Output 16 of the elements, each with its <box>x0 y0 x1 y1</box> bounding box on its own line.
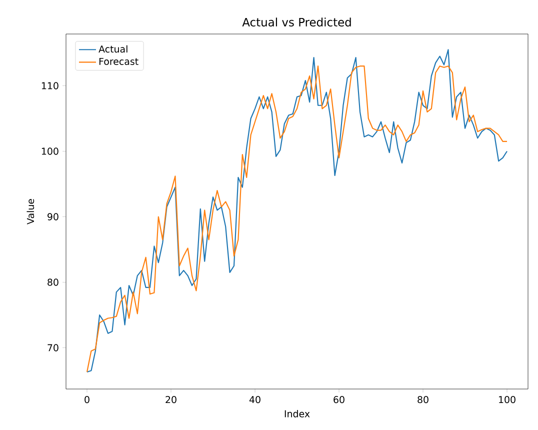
legend-label: Actual <box>98 45 128 53</box>
x-tick-label: 100 <box>499 396 516 404</box>
x-axis-title: Index <box>284 410 310 418</box>
x-tick-label: 40 <box>249 396 260 404</box>
y-axis-title: Value <box>26 198 34 224</box>
y-tick-label: 80 <box>48 278 58 286</box>
y-tick-label: 100 <box>42 148 58 155</box>
y-tick-label: 90 <box>48 213 58 220</box>
x-tick-label: 60 <box>334 396 344 404</box>
y-tick-label: 70 <box>48 344 58 352</box>
legend-label: Forecast <box>99 58 138 65</box>
x-tick-label: 0 <box>84 396 90 404</box>
x-tick-label: 20 <box>166 396 176 404</box>
y-tick-label: 110 <box>42 82 58 90</box>
chart-title: Actual vs Predicted <box>242 18 351 26</box>
x-tick-label: 80 <box>418 396 428 404</box>
